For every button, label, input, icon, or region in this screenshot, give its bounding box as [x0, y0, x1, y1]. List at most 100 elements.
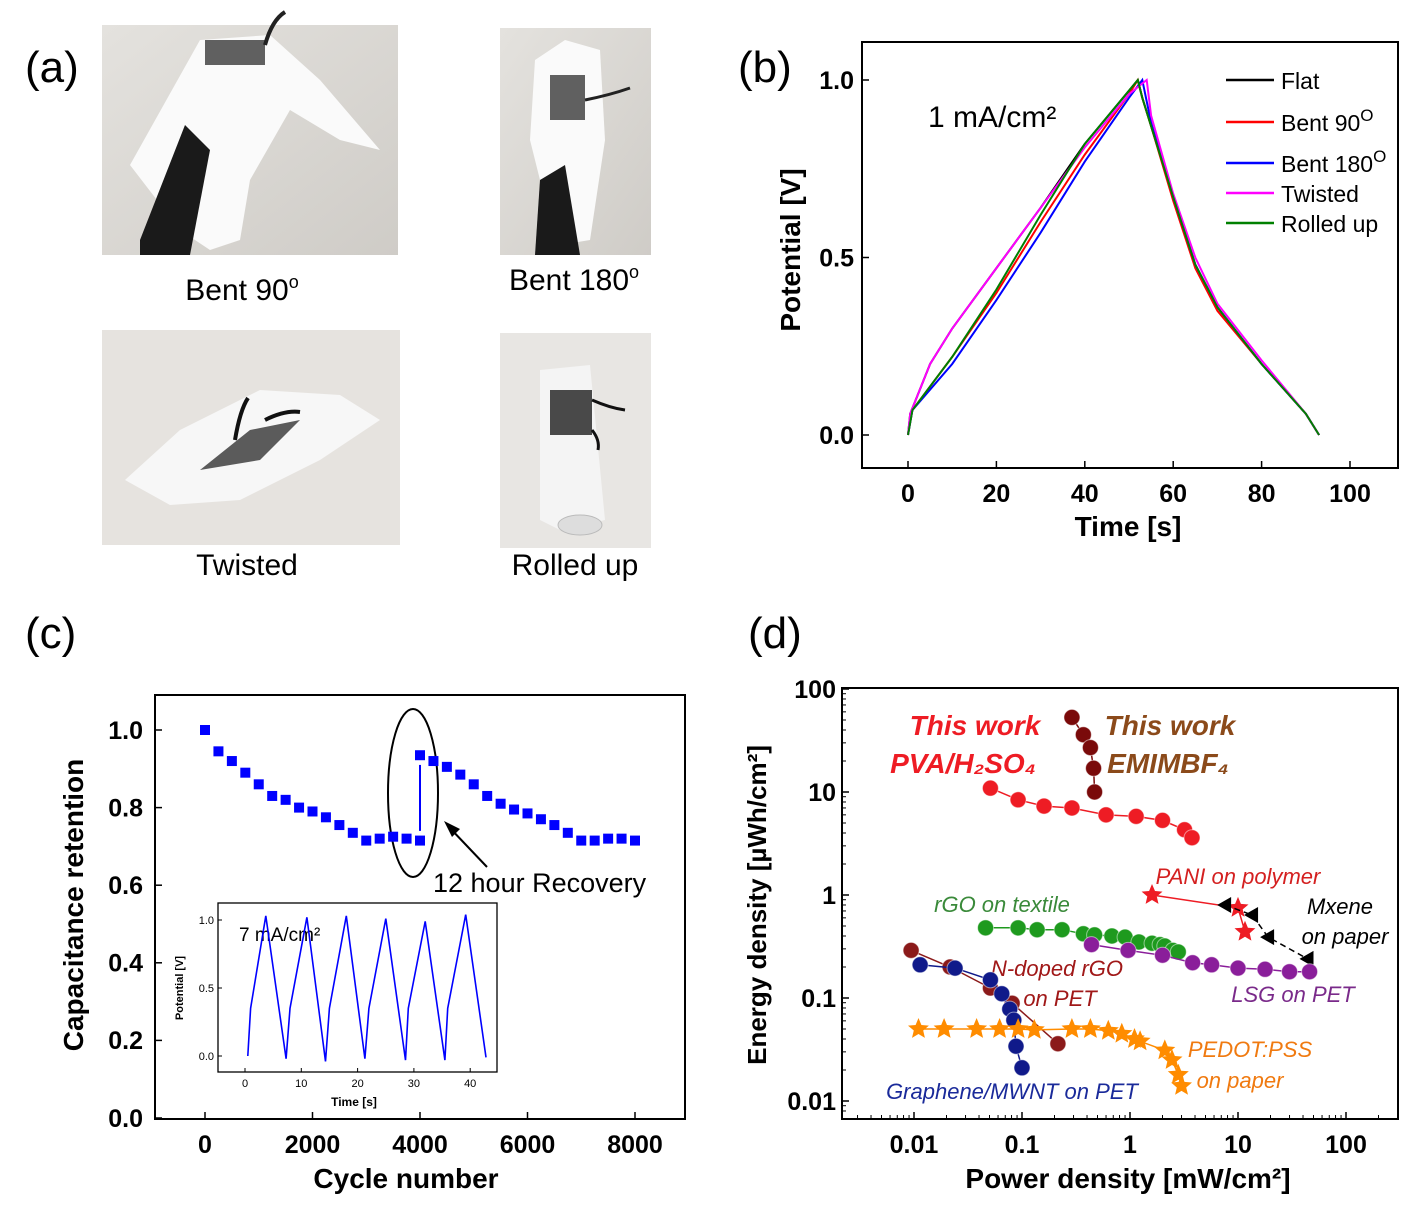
y-tick-label: 0.1 — [801, 985, 836, 1013]
data-point-pedot-pss-on-paper — [933, 1018, 955, 1038]
panel-label-c: (c) — [25, 609, 76, 658]
data-point-this-work-pva-h-so- — [981, 779, 999, 797]
chart-d: Power density [mW/cm²] Energy density [µ… — [742, 676, 1399, 1194]
data-point — [603, 833, 614, 844]
data-point-pedot-pss-on-paper — [1167, 1063, 1189, 1084]
x-tick-label: 20 — [982, 480, 1010, 508]
caption-text: Bent 90 — [185, 274, 288, 307]
series-label-n-doped-rgo-on-pet: N-doped rGO — [991, 956, 1123, 981]
y-tick-label: 0.5 — [819, 244, 854, 272]
x-tick-label: 0 — [901, 480, 915, 508]
plot-frame-b — [861, 41, 1399, 469]
data-point — [535, 814, 546, 825]
data-point — [415, 750, 425, 761]
data-point — [468, 779, 479, 790]
data-point-pani-on-polymer — [1234, 920, 1256, 941]
x-axis-title-c: Cycle number — [313, 1163, 498, 1194]
data-point-this-work-emimbf- — [1074, 726, 1092, 744]
inset-annotation: 7 mA/cm² — [239, 925, 320, 946]
caption-bent-90: Bent 90o — [185, 272, 298, 307]
legend-label: Twisted — [1281, 181, 1359, 207]
y-tick-label: 1 — [822, 882, 836, 910]
legend-superscript: O — [1360, 106, 1373, 125]
legend-text: Rolled up — [1281, 211, 1378, 237]
data-point — [213, 746, 224, 757]
data-point-graphene-mwnt-on-pet — [981, 971, 999, 989]
data-point-lsg-on-pet — [1154, 946, 1172, 964]
data-point-pani-on-polymer — [1141, 884, 1163, 904]
data-point-rgo-on-textile — [1028, 921, 1046, 939]
data-point-rgo-on-textile — [1009, 919, 1027, 937]
data-point-pedot-pss-on-paper — [1129, 1030, 1151, 1051]
data-point — [630, 835, 640, 846]
data-point-this-work-pva-h-so- — [1063, 799, 1081, 817]
caption-text: Bent 180 — [509, 264, 629, 297]
data-point-mxene-on-paper — [1299, 950, 1314, 967]
panel-label-a: (a) — [25, 43, 79, 92]
data-point — [388, 831, 399, 842]
legend-label: Rolled up — [1281, 211, 1378, 237]
photo-bent-180 — [500, 28, 651, 255]
data-point-n-doped-rgo-on-pet — [1049, 1035, 1067, 1053]
data-point — [549, 820, 560, 831]
chart-b: Time [s] Potential [V] 1 mA/cm² 0 20 40 60 8… — [775, 41, 1399, 542]
data-point — [589, 835, 600, 846]
data-point — [267, 790, 278, 801]
annotation-current-b: 1 mA/cm² — [928, 101, 1056, 134]
data-point — [415, 835, 425, 846]
data-point-pedot-pss-on-paper — [1171, 1074, 1192, 1095]
data-point — [334, 820, 345, 831]
data-point-graphene-mwnt-on-pet — [1013, 1059, 1031, 1077]
photo-bent-90 — [102, 10, 398, 255]
inset-x-tick-label: 20 — [351, 1078, 363, 1090]
x-tick-label: 2000 — [285, 1131, 341, 1159]
y-tick-label: 0.0 — [108, 1105, 143, 1133]
data-point — [226, 756, 237, 767]
data-point — [522, 808, 533, 819]
data-point-n-doped-rgo-on-pet — [902, 941, 920, 959]
series-line-rolled-up — [907, 77, 1320, 436]
data-point-pedot-pss-on-paper — [1097, 1019, 1119, 1040]
x-tick-label: 0.01 — [890, 1131, 939, 1159]
y-tick-label: 100 — [794, 676, 836, 704]
data-point-graphene-mwnt-on-pet — [1007, 1037, 1025, 1055]
caption-superscript: o — [629, 262, 639, 282]
legend-text: Bent 90 — [1281, 110, 1360, 136]
y-axis-title-b: Potential [V] — [775, 168, 806, 331]
y-tick-label: 10 — [808, 779, 836, 807]
data-point-pedot-pss-on-paper — [1007, 1018, 1029, 1038]
data-point — [240, 767, 251, 778]
data-point — [320, 812, 331, 823]
data-point — [576, 835, 587, 846]
series-label-mxene-on-paper: Mxene — [1307, 894, 1373, 919]
caption-superscript: o — [289, 272, 299, 292]
legend-label: Bent 90O — [1281, 106, 1374, 136]
x-tick-label: 10 — [1224, 1131, 1252, 1159]
x-tick-label: 40 — [1071, 480, 1099, 508]
data-point-mxene-on-paper — [1260, 929, 1275, 946]
x-tick-label: 6000 — [500, 1131, 556, 1159]
x-tick-label: 4000 — [392, 1131, 448, 1159]
data-point-pedot-pss-on-paper — [908, 1018, 929, 1038]
y-tick-label: 1.0 — [108, 717, 143, 745]
inset-y-tick-label: 0.5 — [199, 983, 214, 995]
x-axis-title-d: Power density [mW/cm²] — [965, 1163, 1290, 1194]
legend-text: Bent 180 — [1281, 151, 1373, 177]
series-label-mxene-on-paper: on paper — [1302, 924, 1391, 949]
data-point-this-work-pva-h-so- — [1097, 806, 1115, 824]
data-point-lsg-on-pet — [1082, 936, 1100, 954]
data-point-lsg-on-pet — [1301, 963, 1319, 981]
data-point — [200, 725, 210, 735]
data-point-pedot-pss-on-paper — [1161, 1049, 1183, 1069]
legend-text: Twisted — [1281, 181, 1359, 207]
data-point-pedot-pss-on-paper — [989, 1018, 1010, 1038]
y-tick-label: 0.2 — [108, 1027, 143, 1055]
series-label-pedot-pss-on-paper: on paper — [1197, 1068, 1286, 1093]
data-point-graphene-mwnt-on-pet — [946, 959, 964, 977]
y-tick-label: 1.0 — [819, 67, 854, 95]
inset-series-line — [247, 914, 487, 1062]
caption-rolled-up: Rolled up — [512, 549, 639, 582]
data-point-rgo-on-textile — [1053, 921, 1071, 939]
series-label-this-work-pva-h-so-: PVA/H₂SO₄ — [890, 748, 1036, 779]
